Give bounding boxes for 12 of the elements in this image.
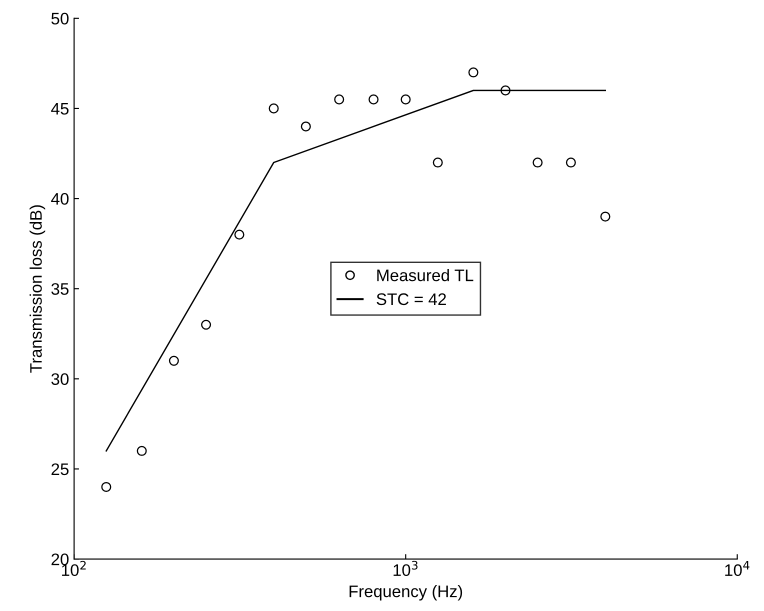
x-tick-label: 10$^{4}$ (725, 561, 750, 576)
y-axis-title: Transmission loss (dB) (30, 205, 46, 373)
legend-label: STC = 42 (376, 293, 446, 306)
y-tick-label: 25 (52, 463, 69, 476)
y-tick-label: 40 (51, 192, 69, 205)
y-tick-label: 50 (51, 12, 69, 25)
x-tick-label: 10$^{3}$ (394, 560, 418, 576)
y-tick-label: 30 (51, 373, 69, 386)
x-axis-title: Frequency (Hz) (350, 585, 462, 601)
y-tick-label: 45 (51, 103, 69, 115)
y-tick-label: 35 (51, 283, 69, 295)
legend-label: Measured TL (377, 268, 474, 282)
